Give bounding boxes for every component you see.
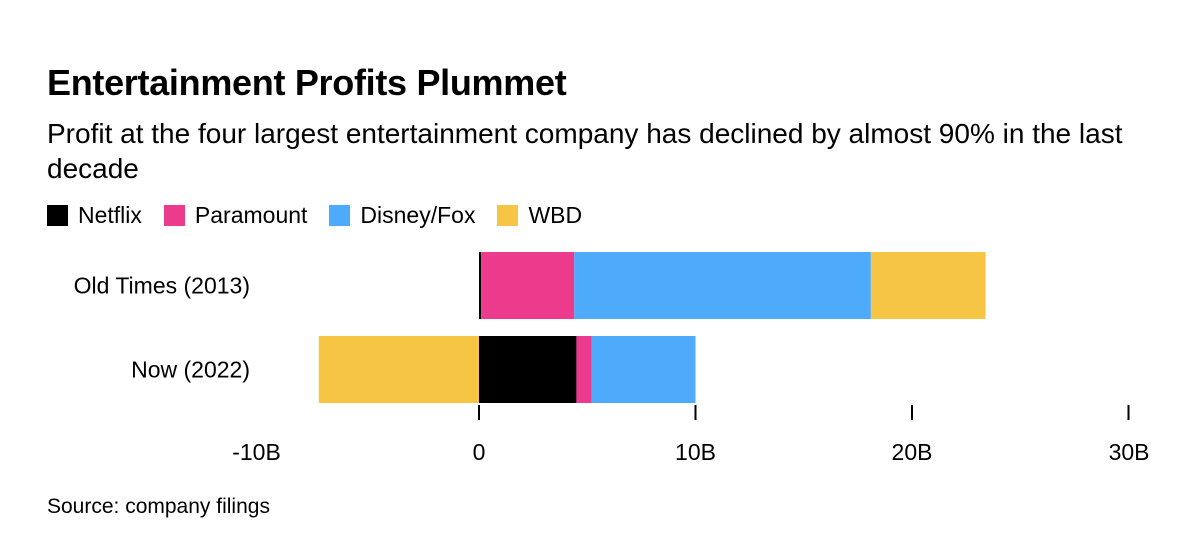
bar-wbd-now-2022 xyxy=(318,336,479,403)
legend-item-paramount: Paramount xyxy=(163,202,308,229)
legend-item-netflix: Netflix xyxy=(47,202,142,229)
category-label-now-2022: Now (2022) xyxy=(131,357,250,383)
x-tick-label-0: 0 xyxy=(473,439,486,465)
legend-swatch-wbd xyxy=(497,205,519,226)
legend-label-paramount: Paramount xyxy=(194,202,308,228)
legend-label-netflix: Netflix xyxy=(78,202,142,228)
x-tick-label-30b: 30B xyxy=(1109,439,1150,465)
bar-wbd-old-times-2013 xyxy=(870,252,986,319)
bar-netflix-old-times-2013 xyxy=(479,252,482,319)
bar-paramount-old-times-2013 xyxy=(481,252,575,319)
chart-subtitle: Profit at the four largest entertainment… xyxy=(47,118,1123,184)
legend-swatch-paramount xyxy=(163,205,185,226)
bar-disney-fox-now-2022 xyxy=(591,336,696,403)
legend-label-wbd: WBD xyxy=(528,202,583,228)
legend-swatch-disney-fox xyxy=(329,205,351,226)
bar-netflix-now-2022 xyxy=(479,336,577,403)
bar-disney-fox-old-times-2013 xyxy=(574,252,871,319)
legend-item-wbd: WBD xyxy=(497,202,582,229)
legend: Netflix Paramount Disney/Fox WBD xyxy=(47,202,604,229)
x-tick-label-20b: 20B xyxy=(892,439,933,465)
legend-swatch-netflix xyxy=(47,205,68,226)
legend-label-disney-fox: Disney/Fox xyxy=(360,202,476,228)
x-tick-label-10b: -10B xyxy=(232,439,281,465)
category-label-old-times-2013: Old Times (2013) xyxy=(74,273,250,299)
source-note: Source: company filings xyxy=(47,495,270,518)
bar-paramount-now-2022 xyxy=(576,336,592,403)
x-tick-label-10b: 10B xyxy=(675,439,716,465)
chart-title: Entertainment Profits Plummet xyxy=(47,62,567,103)
legend-item-disney-fox: Disney/Fox xyxy=(329,202,475,229)
